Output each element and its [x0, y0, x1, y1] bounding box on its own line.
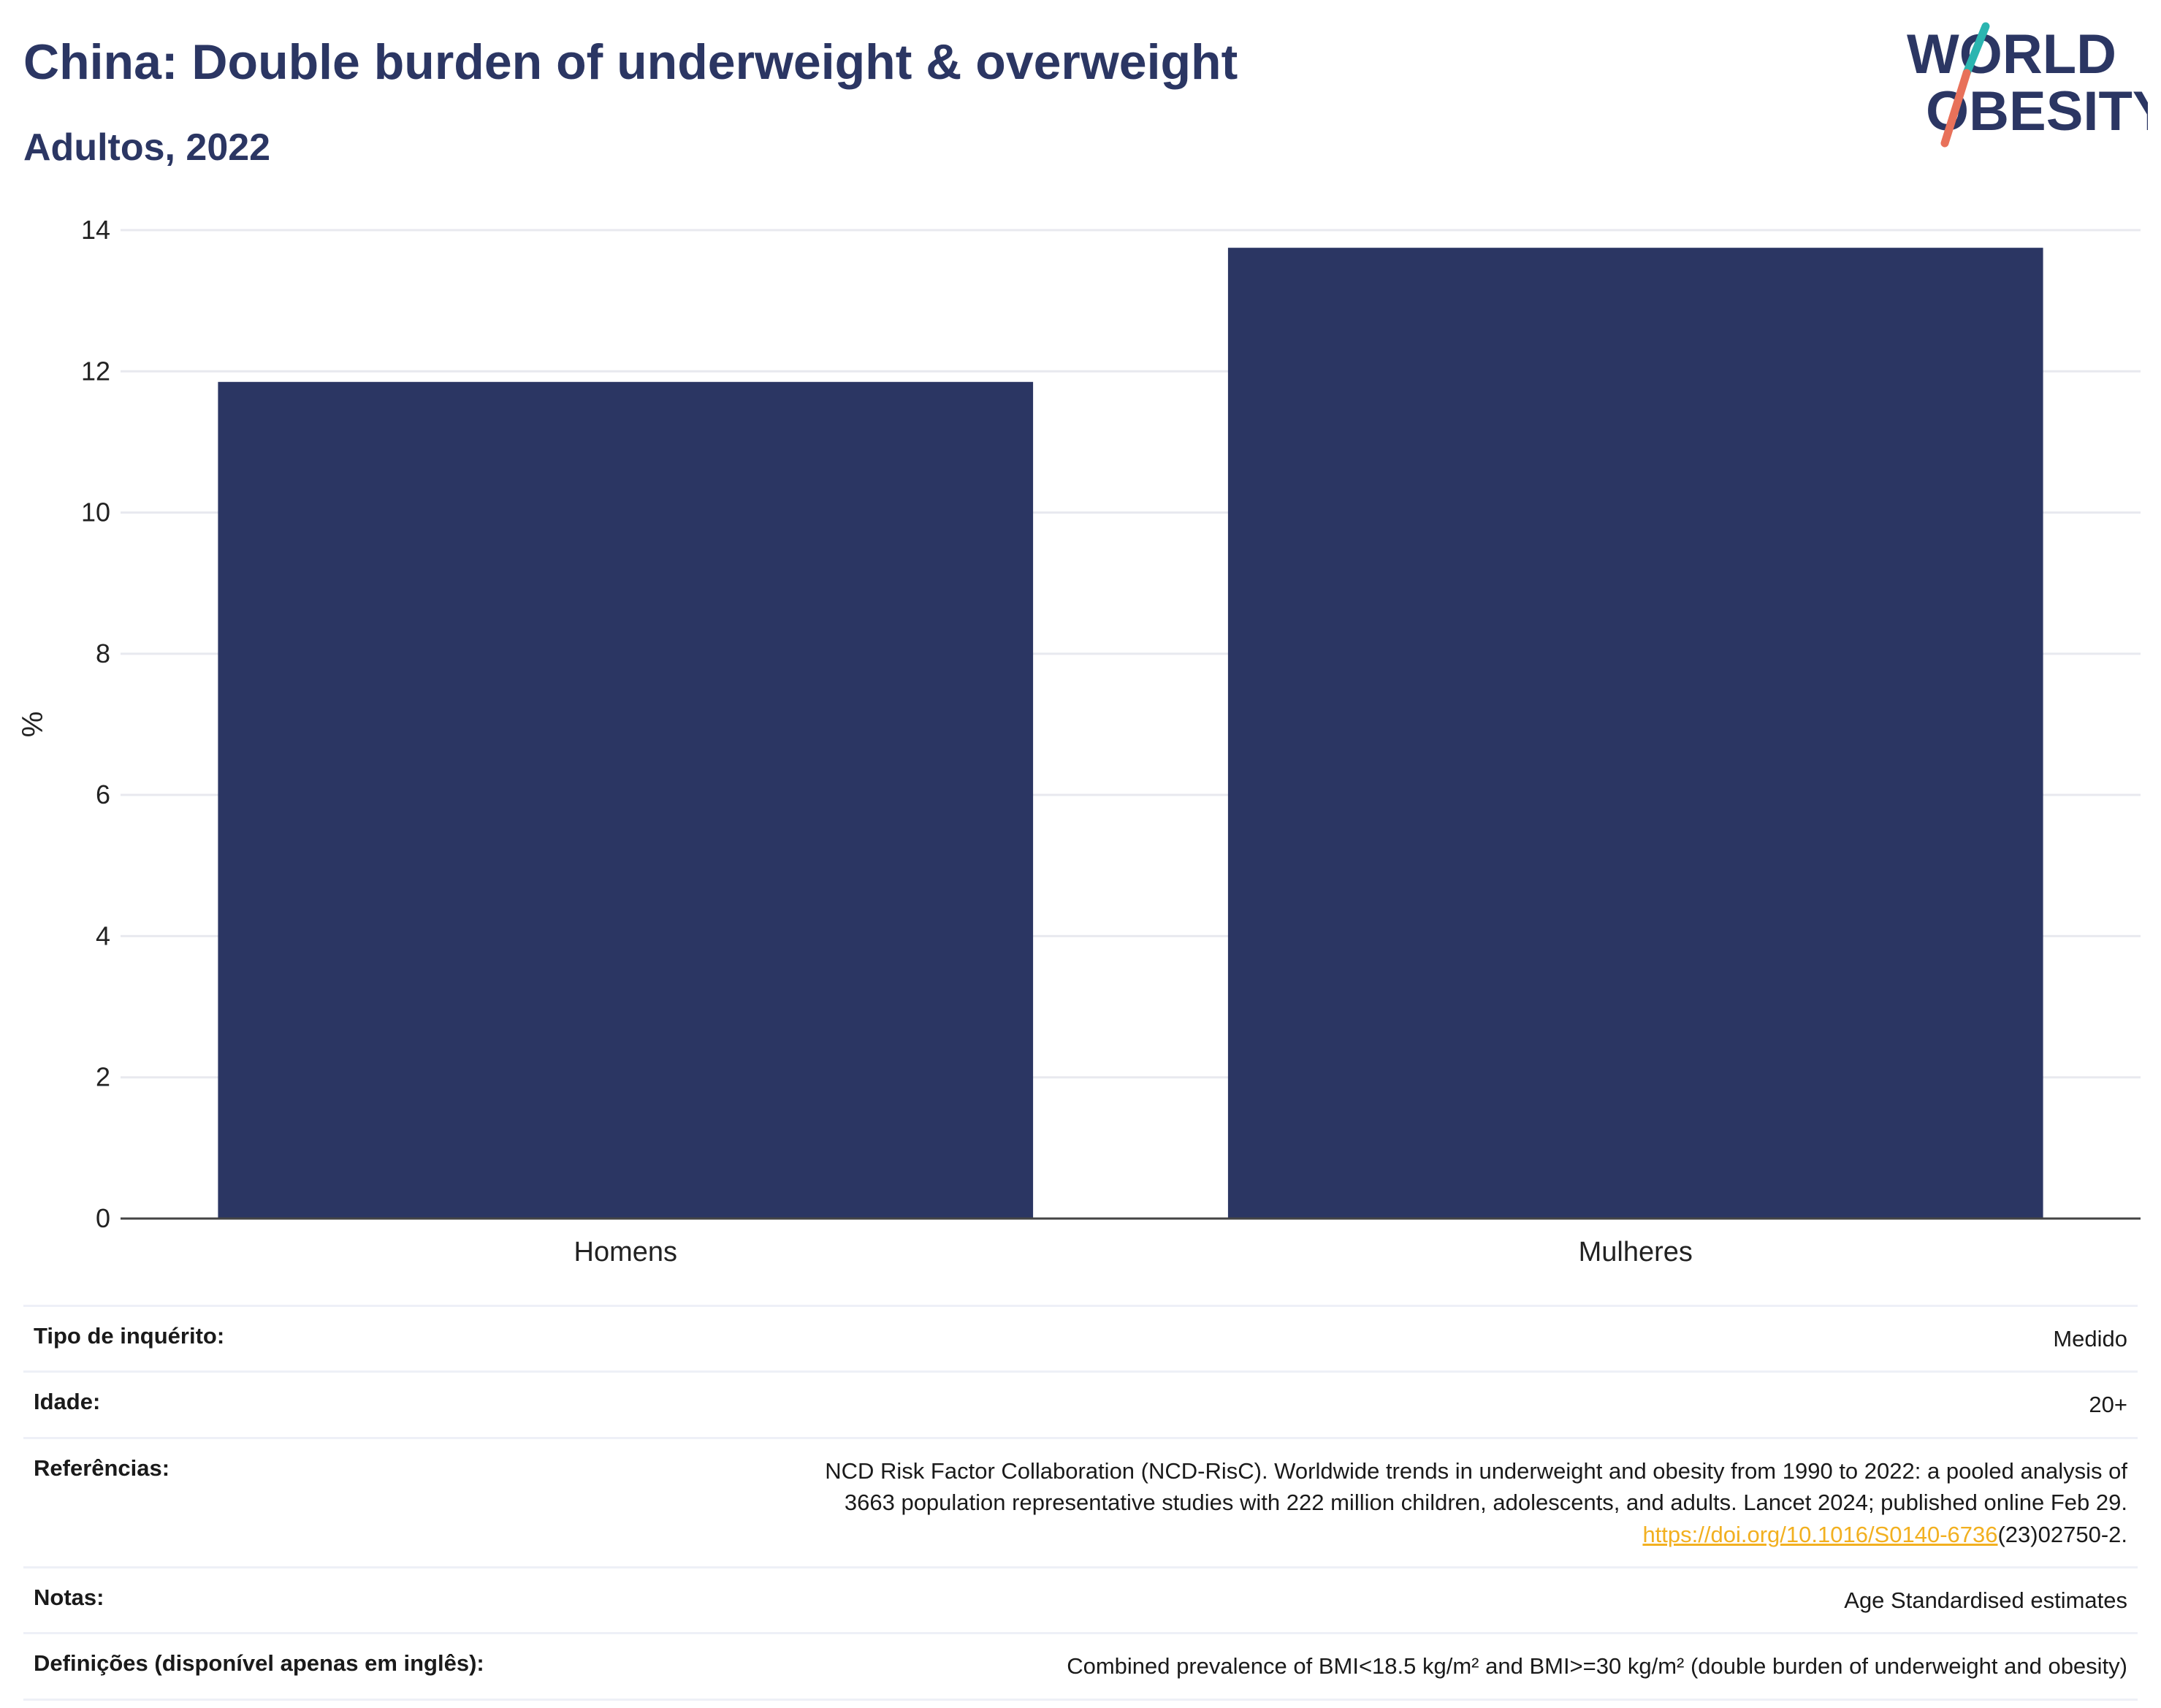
bars: [218, 248, 2043, 1219]
info-key-age: Idade:: [34, 1389, 101, 1415]
info-value-survey-type: Medido: [2053, 1326, 2127, 1351]
info-key-survey-type: Tipo de inquérito:: [34, 1323, 225, 1349]
category-label: Mulheres: [1579, 1237, 1693, 1267]
bar-mulheres[interactable]: [1227, 248, 2043, 1219]
reference-line-1: NCD Risk Factor Collaboration (NCD-RisC)…: [825, 1457, 2127, 1484]
reference-line-2: 3663 population representative studies w…: [844, 1490, 2127, 1516]
reference-line-3: https://doi.org/10.1016/S0140-6736(23)02…: [213, 1519, 2127, 1550]
info-value-age: 20+: [2089, 1392, 2127, 1418]
info-row-references: Referências: NCD Risk Factor Collaborati…: [23, 1436, 2138, 1566]
info-row-notes: Notas: Age Standardised estimates: [23, 1566, 2138, 1632]
logo-line-1: WORLD: [1907, 23, 2116, 85]
bar-homens[interactable]: [218, 381, 1034, 1219]
chart-title: China: Double burden of underweight & ov…: [23, 34, 1238, 90]
category-label: Homens: [574, 1237, 678, 1267]
info-value-notes: Age Standardised estimates: [1844, 1587, 2127, 1613]
y-tick-label: 2: [96, 1062, 110, 1092]
info-key-definitions: Definições (disponível apenas em inglês)…: [34, 1650, 484, 1677]
logo-slash-top: [1962, 22, 1990, 77]
y-tick-label: 6: [96, 779, 110, 809]
info-value-definitions: Combined prevalence of BMI<18.5 kg/m² an…: [1067, 1653, 2127, 1680]
logo-slash-bottom: [1940, 69, 1971, 148]
info-row-age: Idade: 20+: [23, 1370, 2138, 1436]
y-tick-label: 10: [81, 497, 110, 527]
y-axis-title: %: [17, 712, 49, 738]
world-obesity-logo: WORLD OBESITY: [1907, 22, 2148, 148]
y-tick-label: 8: [96, 638, 110, 668]
y-tick-label: 14: [81, 215, 110, 245]
info-key-notes: Notas:: [34, 1584, 104, 1610]
info-key-references: Referências:: [34, 1455, 170, 1481]
y-tick-label: 4: [96, 920, 110, 950]
reference-doi-suffix: (23)02750-2.: [1997, 1521, 2127, 1547]
y-tick-label: 12: [81, 356, 110, 386]
info-value-references: NCD Risk Factor Collaboration (NCD-RisC)…: [213, 1455, 2127, 1550]
reference-doi-link[interactable]: https://doi.org/10.1016/S0140-6736: [1642, 1521, 1998, 1547]
info-table: Tipo de inquérito: Medido Idade: 20+ Ref…: [23, 1305, 2138, 1701]
info-row-definitions: Definições (disponível apenas em inglês)…: [23, 1632, 2138, 1701]
info-row-survey-type: Tipo de inquérito: Medido: [23, 1305, 2138, 1370]
bar-chart: 0 2 4 6 8 10 12 14 Homens Mulheres %: [17, 215, 2141, 1267]
y-tick-labels: 0 2 4 6 8 10 12 14: [81, 215, 110, 1233]
chart-subtitle: Adultos, 2022: [23, 126, 271, 169]
category-labels: Homens Mulheres: [574, 1237, 1693, 1267]
y-tick-label: 0: [96, 1203, 110, 1233]
